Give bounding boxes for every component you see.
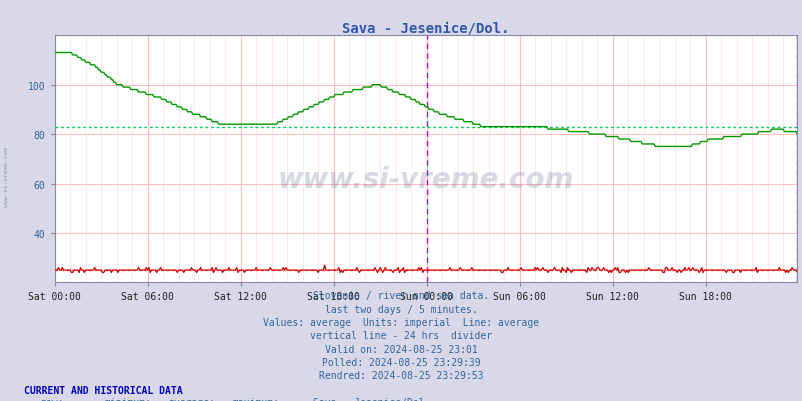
Text: Polled: 2024-08-25 23:29:39: Polled: 2024-08-25 23:29:39	[322, 357, 480, 367]
Text: Sava - Jesenice/Dol.: Sava - Jesenice/Dol.	[313, 397, 430, 401]
Text: Slovenia / river and sea data.: Slovenia / river and sea data.	[313, 291, 489, 301]
Text: Valid on: 2024-08-25 23:01: Valid on: 2024-08-25 23:01	[325, 344, 477, 354]
Text: www.si-vreme.com: www.si-vreme.com	[4, 146, 9, 207]
Title: Sava - Jesenice/Dol.: Sava - Jesenice/Dol.	[342, 21, 509, 35]
Text: maximum:: maximum:	[233, 397, 280, 401]
Text: CURRENT AND HISTORICAL DATA: CURRENT AND HISTORICAL DATA	[24, 385, 183, 395]
Text: last two days / 5 minutes.: last two days / 5 minutes.	[325, 304, 477, 314]
Text: Values: average  Units: imperial  Line: average: Values: average Units: imperial Line: av…	[263, 317, 539, 327]
Text: now:: now:	[40, 397, 63, 401]
Text: vertical line - 24 hrs  divider: vertical line - 24 hrs divider	[310, 330, 492, 340]
Text: www.si-vreme.com: www.si-vreme.com	[277, 165, 573, 193]
Text: Rendred: 2024-08-25 23:29:53: Rendred: 2024-08-25 23:29:53	[319, 370, 483, 380]
Text: average:: average:	[168, 397, 216, 401]
Text: minimum:: minimum:	[104, 397, 152, 401]
